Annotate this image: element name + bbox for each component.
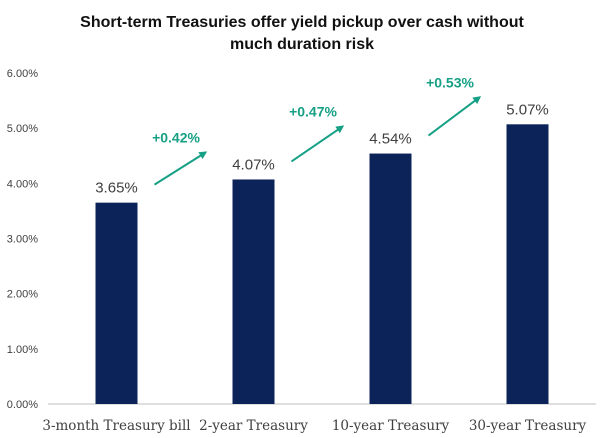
category-label: 2-year Treasury: [199, 418, 308, 434]
value-label: 3.65%: [95, 180, 138, 197]
chart-title-line-2: much duration risk: [229, 36, 375, 53]
difference-label: +0.53%: [426, 74, 474, 90]
y-tick-label: 2.00%: [7, 289, 38, 301]
difference-arrow: [153, 151, 208, 186]
value-label: 4.07%: [232, 156, 275, 173]
bar: [369, 153, 412, 404]
value-label: 4.54%: [369, 131, 412, 148]
y-tick-label: 6.00%: [7, 68, 38, 80]
difference-label: +0.47%: [289, 104, 337, 120]
y-tick-label: 0.00%: [7, 399, 38, 411]
category-label: 30-year Treasury: [469, 418, 587, 434]
difference-label: +0.42%: [152, 129, 200, 145]
category-label: 3-month Treasury bill: [42, 418, 190, 434]
bar: [506, 124, 549, 405]
y-tick-label: 1.00%: [7, 344, 38, 356]
difference-arrow: [427, 96, 482, 137]
bar: [95, 202, 138, 404]
y-tick-label: 3.00%: [7, 234, 38, 246]
chart-title: Short-term Treasuries offer yield pickup…: [0, 12, 604, 56]
difference-arrow: [290, 125, 345, 163]
value-label: 5.07%: [506, 101, 549, 118]
y-tick-label: 5.00%: [7, 123, 38, 135]
bar: [232, 179, 275, 404]
chart-title-line-1: Short-term Treasuries offer yield pickup…: [80, 14, 524, 31]
y-tick-label: 4.00%: [7, 178, 38, 190]
category-label: 10-year Treasury: [332, 418, 450, 434]
